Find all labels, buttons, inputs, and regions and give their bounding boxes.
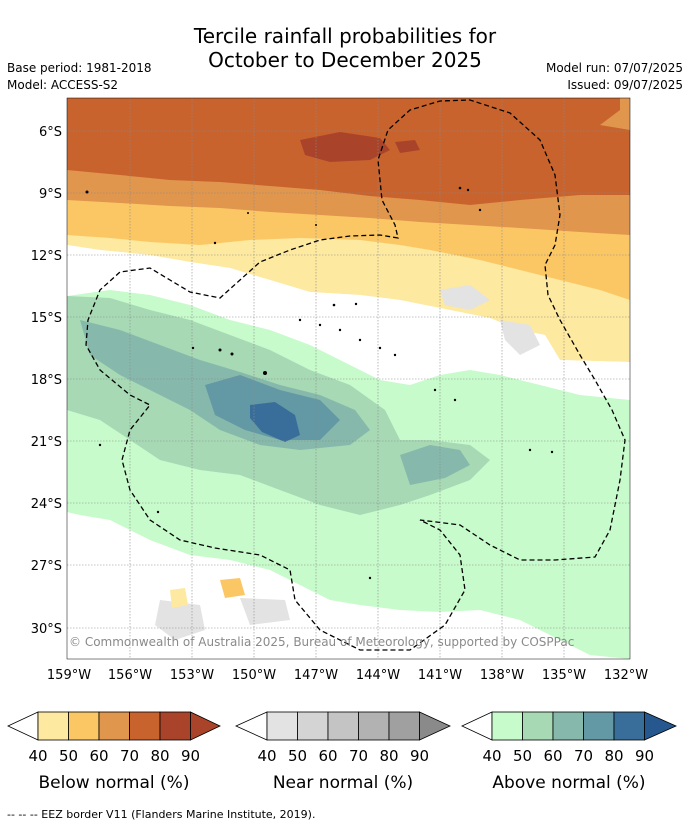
model-name: Model: ACCESS-S2 bbox=[7, 78, 119, 92]
legend-ticks: 40 50 60 70 80 90 40 50 60 70 80 90 40 5… bbox=[28, 747, 654, 765]
legend-tick: 50 bbox=[288, 747, 307, 765]
lat-label: 24°S bbox=[31, 497, 62, 512]
legend-tick: 90 bbox=[635, 747, 654, 765]
near-40-region-3 bbox=[500, 320, 540, 355]
legend-labels: Below normal (%) Near normal (%) Above n… bbox=[39, 773, 646, 793]
map-figure: © Commonwealth of Australia 2025, Bureau… bbox=[7, 97, 677, 793]
legend-tick: 50 bbox=[513, 747, 532, 765]
legend-tick: 90 bbox=[181, 747, 200, 765]
lat-label: 18°S bbox=[31, 373, 62, 388]
eez-footnote: -- -- -- EEZ border V11 (Flanders Marine… bbox=[7, 808, 316, 821]
lon-label: 147°W bbox=[294, 668, 338, 683]
below-50-patch-south bbox=[220, 578, 245, 598]
meta-right: Model run: 07/07/2025 Issued: 09/07/2025 bbox=[546, 60, 683, 94]
legend-below bbox=[7, 711, 221, 741]
legend-tick: 40 bbox=[257, 747, 276, 765]
title-line-2: October to December 2025 bbox=[208, 48, 482, 72]
near-40-region-4 bbox=[155, 600, 205, 640]
map-frame bbox=[66, 97, 631, 660]
lat-labels: 6°S 9°S 12°S 15°S 18°S 21°S 24°S 27°S 30… bbox=[31, 125, 62, 637]
lon-label: 141°W bbox=[418, 668, 462, 683]
lon-label: 135°W bbox=[542, 668, 586, 683]
legend-near bbox=[235, 711, 451, 741]
lat-label: 27°S bbox=[31, 559, 62, 574]
island-markers bbox=[85, 186, 554, 580]
probability-field: © Commonwealth of Australia 2025, Bureau… bbox=[67, 98, 630, 659]
legend-label-near: Near normal (%) bbox=[273, 773, 413, 793]
near-40-region-2 bbox=[440, 285, 490, 310]
legend-label-below: Below normal (%) bbox=[39, 773, 190, 793]
legend-tick: 60 bbox=[543, 747, 562, 765]
lon-label: 156°W bbox=[108, 668, 152, 683]
gridlines bbox=[67, 98, 630, 659]
lat-label: 6°S bbox=[39, 125, 62, 140]
lon-label: 150°W bbox=[232, 668, 276, 683]
lat-label: 21°S bbox=[31, 435, 62, 450]
legend-above bbox=[461, 711, 677, 741]
page-title: Tercile rainfall probabilities for Octob… bbox=[0, 24, 690, 72]
legend-tick: 70 bbox=[349, 747, 368, 765]
near-40-region-5 bbox=[240, 598, 290, 625]
below-40-patch-south bbox=[170, 588, 188, 608]
lon-label: 144°W bbox=[356, 668, 400, 683]
lon-labels: 159°W 156°W 153°W 150°W 147°W 144°W 141°… bbox=[47, 668, 648, 683]
copyright-text: © Commonwealth of Australia 2025, Bureau… bbox=[69, 635, 574, 649]
lat-label: 30°S bbox=[31, 622, 62, 637]
legend-tick: 80 bbox=[604, 747, 623, 765]
legend-tick: 60 bbox=[89, 747, 108, 765]
issued-date: Issued: 09/07/2025 bbox=[567, 78, 683, 92]
above-80-region bbox=[250, 402, 300, 442]
meta-left: Base period: 1981-2018 Model: ACCESS-S2 bbox=[7, 60, 152, 94]
lat-label: 12°S bbox=[31, 249, 62, 264]
below-80-region-2 bbox=[395, 140, 420, 153]
lon-label: 153°W bbox=[170, 668, 214, 683]
legend-tick: 50 bbox=[59, 747, 78, 765]
legend-tick: 80 bbox=[150, 747, 169, 765]
lon-label: 159°W bbox=[47, 668, 91, 683]
lon-label: 132°W bbox=[604, 668, 648, 683]
lat-label: 15°S bbox=[31, 311, 62, 326]
above-60-region-2 bbox=[400, 445, 470, 485]
eez-border-marquesas bbox=[85, 99, 626, 651]
below-80-region bbox=[300, 132, 390, 162]
eez-border-lines bbox=[85, 99, 626, 651]
lon-label: 138°W bbox=[480, 668, 524, 683]
legend-tick: 40 bbox=[482, 747, 501, 765]
lat-label: 9°S bbox=[39, 187, 62, 202]
legend-tick: 70 bbox=[574, 747, 593, 765]
legend-label-above: Above normal (%) bbox=[492, 773, 645, 793]
legend-tick: 70 bbox=[120, 747, 139, 765]
title-line-1: Tercile rainfall probabilities for bbox=[193, 24, 497, 48]
legend-tick: 40 bbox=[28, 747, 47, 765]
model-run: Model run: 07/07/2025 bbox=[545, 61, 683, 75]
base-period: Base period: 1981-2018 bbox=[7, 61, 152, 75]
legend-tick: 80 bbox=[379, 747, 398, 765]
legend-tick: 60 bbox=[318, 747, 337, 765]
legend-tick: 90 bbox=[410, 747, 429, 765]
